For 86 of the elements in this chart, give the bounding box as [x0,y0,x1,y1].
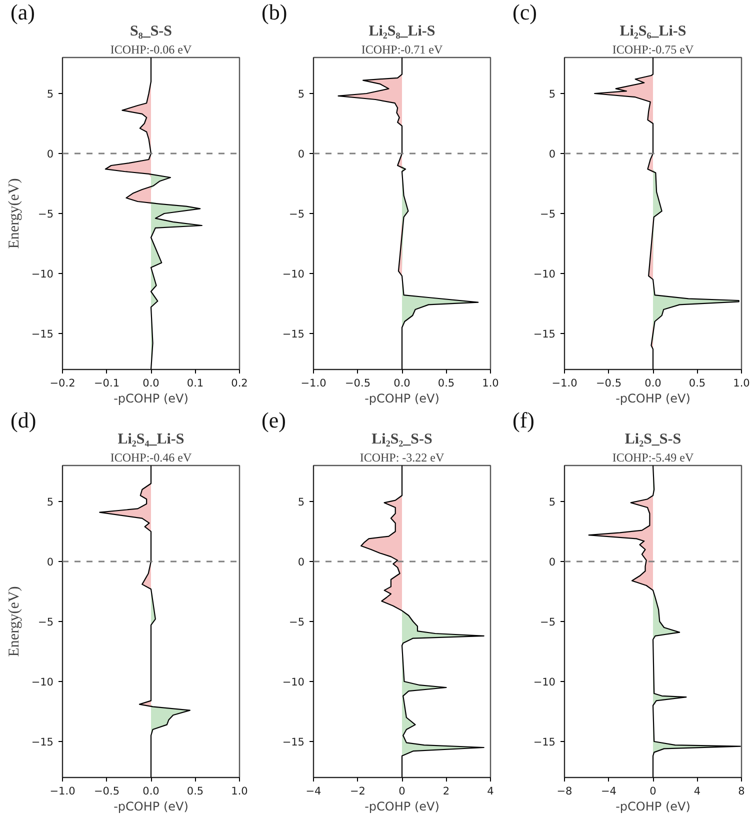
x-tick-label: −8 [556,786,572,798]
x-tick-label: 4 [487,786,494,798]
y-tick-label: −10 [31,676,54,688]
y-tick-label: −10 [282,676,305,688]
x-tick-label: 1.0 [231,786,248,798]
chart-subtitle: ICOHP:-5.49 eV [612,450,694,464]
chart-title: Li₂S₄_Li-S [118,432,184,448]
chart-subtitle: ICOHP:-0.46 eV [110,450,192,464]
x-tick-label: −1.0 [300,378,326,390]
x-axis-title: -pCOHP (eV) [364,800,440,814]
y-axis-title: Energy(eV) [6,586,22,657]
y-tick-label: −5 [540,208,556,220]
x-tick-label: 0.2 [231,378,248,390]
y-tick-label: 5 [46,88,54,100]
y-tick-label: −10 [533,676,556,688]
x-axis-title: -pCOHP (eV) [616,392,690,406]
x-tick-label: −2 [350,786,366,798]
x-tick-label: −4 [306,786,322,798]
chart-subtitle: ICOHP: -3.22 eV [360,450,444,464]
x-axis-title: -pCOHP (eV) [114,392,188,406]
y-tick-label: 0 [548,148,556,160]
x-tick-label: 0 [650,786,656,798]
x-tick-label: −0.5 [94,786,120,798]
x-tick-label: −1.0 [50,786,76,798]
y-tick-label: 0 [298,556,305,568]
y-tick-label: −5 [38,208,54,220]
y-tick-label: −5 [540,616,556,628]
x-tick-label: 2 [442,786,450,798]
chart-title: Li₂S₂_S-S [372,432,432,448]
x-tick-label: −0.5 [345,378,370,390]
chart-subtitle: ICOHP:-0.71 eV [361,42,443,56]
y-tick-label: 0 [46,556,54,568]
x-tick-label: 1.0 [482,378,499,390]
x-tick-label: 0.0 [644,378,662,390]
y-tick-label: 5 [548,496,556,508]
y-tick-label: −15 [282,328,305,340]
x-tick-label: −0.1 [94,378,120,390]
y-tick-label: −10 [282,268,305,280]
y-tick-label: −5 [289,616,305,628]
x-tick-label: −4 [601,786,617,798]
x-tick-label: −0.2 [50,378,76,390]
x-tick-label: 0.0 [394,378,410,390]
y-tick-label: −5 [289,208,305,220]
text: (b) [262,0,288,24]
text: (e) [262,408,286,432]
y-tick-label: −10 [533,268,556,280]
y-tick-label: −15 [533,736,556,748]
y-tick-label: −15 [31,328,54,340]
y-tick-label: 0 [548,556,556,568]
y-tick-label: 5 [46,496,54,508]
x-tick-label: −1.0 [552,378,578,390]
x-tick-label: 8 [738,786,745,798]
x-tick-label: 0.5 [438,378,455,390]
text: (f) [512,408,534,432]
y-tick-label: −15 [31,736,54,748]
text: (a) [10,0,35,24]
y-tick-label: −15 [533,328,556,340]
x-tick-label: 0.0 [142,378,160,390]
x-tick-label: 0.5 [186,786,204,798]
text: (d) [10,408,36,432]
x-axis-title: -pCOHP (eV) [114,800,188,814]
y-tick-label: 5 [298,88,305,100]
chart-title: Li₂S₆_Li-S [620,24,686,40]
text: (c) [512,0,537,24]
y-tick-label: −15 [282,736,305,748]
x-tick-label: −0.5 [596,378,622,390]
x-tick-label: 1.0 [733,378,750,390]
x-tick-label: 0.1 [186,378,204,390]
chart-subtitle: ICOHP:-0.06 eV [110,42,192,56]
chart-subtitle: ICOHP:-0.75 eV [612,42,694,56]
y-tick-label: 0 [298,148,305,160]
y-tick-label: 0 [46,148,54,160]
chart-title: Li₂S_S-S [624,432,682,448]
x-tick-label: 4 [694,786,701,798]
x-axis-title: -pCOHP (eV) [616,800,690,814]
y-tick-label: −5 [38,616,54,628]
y-tick-label: 5 [548,88,556,100]
x-tick-label: 0.0 [142,786,160,798]
y-tick-label: −10 [31,268,54,280]
x-tick-label: 0 [398,786,406,798]
y-tick-label: 5 [298,496,305,508]
x-axis-title: -pCOHP (eV) [364,392,440,406]
y-axis-title: Energy(eV) [6,178,22,249]
x-tick-label: 0.5 [688,378,706,390]
chart-title: S₈_S-S [130,24,172,40]
chart-title: Li₂S₈_Li-S [368,24,436,40]
